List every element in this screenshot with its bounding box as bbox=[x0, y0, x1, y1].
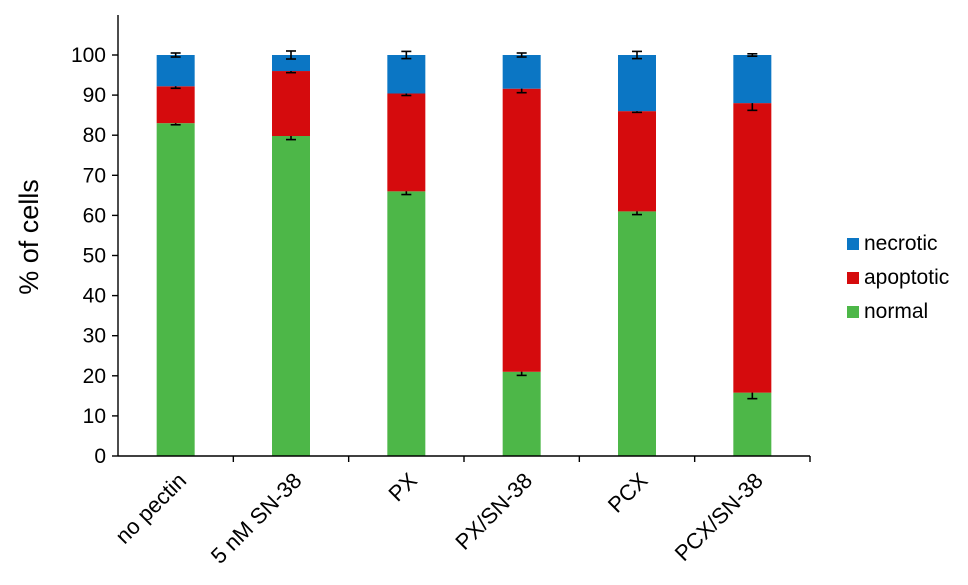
bar-normal-0 bbox=[156, 123, 195, 457]
bar-apoptotic-2 bbox=[387, 93, 426, 192]
bar-normal-4 bbox=[618, 211, 656, 456]
bar-necrotic-2 bbox=[387, 55, 426, 94]
bar-normal-2 bbox=[387, 191, 426, 456]
error-bar-necrotic-2 bbox=[401, 50, 412, 60]
error-bar-necrotic-0 bbox=[170, 52, 181, 58]
bar-necrotic-3 bbox=[502, 55, 541, 89]
legend: necrotic apoptotic normal bbox=[847, 232, 949, 323]
legend-label-apoptotic: apoptotic bbox=[864, 266, 949, 289]
y-tick-label-30: 30 bbox=[83, 325, 106, 348]
bar-apoptotic-5 bbox=[733, 103, 772, 393]
x-tick-label-3: PX/SN-38 bbox=[450, 468, 537, 555]
legend-label-necrotic: necrotic bbox=[864, 232, 938, 255]
error-bar-necrotic-5 bbox=[747, 52, 758, 58]
bar-apoptotic-0 bbox=[156, 86, 195, 124]
x-tick-label-4: PCX bbox=[603, 468, 653, 518]
y-tick-label-10: 10 bbox=[83, 405, 106, 428]
bar-necrotic-4 bbox=[618, 55, 656, 112]
bar-apoptotic-1 bbox=[272, 71, 310, 137]
y-tick-label-70: 70 bbox=[83, 164, 106, 187]
bar-necrotic-0 bbox=[156, 55, 195, 87]
y-axis-label: % of cells bbox=[14, 179, 44, 295]
x-tick-label-2: PX bbox=[383, 468, 422, 507]
bar-normal-3 bbox=[502, 371, 541, 456]
y-tick-label-50: 50 bbox=[83, 245, 106, 268]
x-tick-label-0: no pectin bbox=[110, 468, 191, 549]
y-tick-label-90: 90 bbox=[83, 84, 106, 107]
legend-swatch-necrotic bbox=[847, 238, 859, 250]
y-tick-label-80: 80 bbox=[83, 124, 106, 147]
error-bar-necrotic-1 bbox=[286, 50, 296, 60]
y-tick-label-20: 20 bbox=[83, 365, 106, 388]
legend-swatch-normal bbox=[847, 306, 859, 318]
x-tick-label-5: PCX/SN-38 bbox=[670, 468, 768, 566]
plot-area: 0 10 20 30 40 50 60 70 80 90 100 no pectin 5 nM SN-3… bbox=[71, 15, 811, 569]
legend-label-normal: normal bbox=[864, 300, 928, 323]
y-tick-label-100: 100 bbox=[71, 44, 106, 67]
bar-necrotic-5 bbox=[733, 55, 772, 104]
error-bar-necrotic-4 bbox=[632, 50, 642, 60]
legend-swatch-apoptotic bbox=[847, 272, 859, 284]
y-tick-label-60: 60 bbox=[83, 204, 106, 227]
bar-apoptotic-3 bbox=[502, 88, 541, 372]
bar-necrotic-1 bbox=[272, 55, 310, 72]
bar-normal-1 bbox=[272, 136, 310, 456]
y-tick-label-0: 0 bbox=[94, 445, 106, 468]
x-tick-label-1: 5 nM SN-38 bbox=[206, 468, 307, 569]
error-bar-necrotic-3 bbox=[516, 52, 527, 58]
bar-apoptotic-4 bbox=[618, 111, 656, 212]
y-tick-label-40: 40 bbox=[83, 285, 106, 308]
bar-normal-5 bbox=[733, 392, 772, 456]
